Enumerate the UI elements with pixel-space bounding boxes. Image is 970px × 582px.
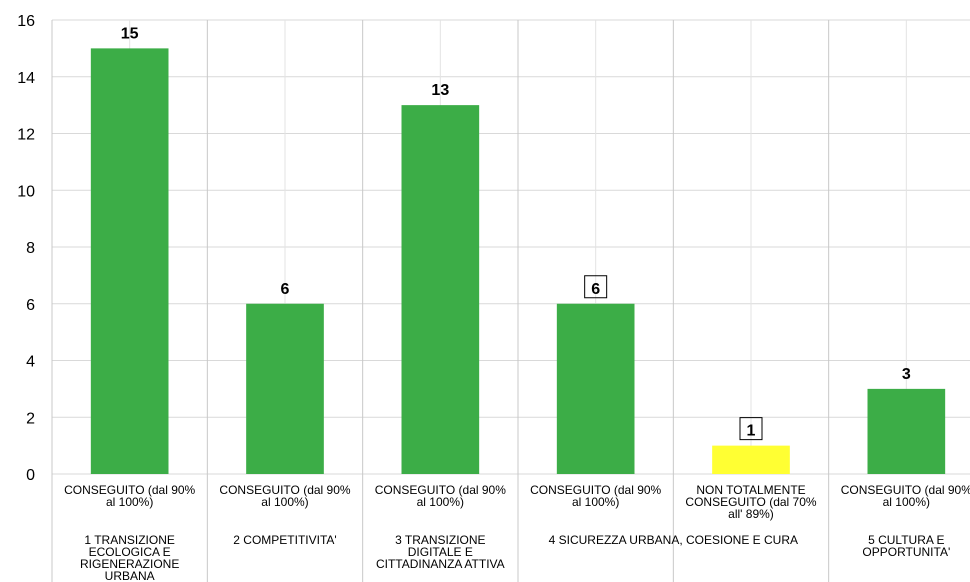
y-tick-label: 10 [17,183,35,200]
status-label: CONSEGUITO (dal 90% al 100%) [64,484,196,509]
y-tick-label: 4 [26,354,35,371]
group-label: 5 CULTURA E OPPORTUNITA' [862,534,951,559]
status-label: CONSEGUITO (dal 90% al 100%) [530,484,662,509]
bar [246,303,324,474]
data-label: 1 [747,423,756,440]
bar [401,105,480,474]
gridlines [52,19,970,475]
status-label: CONSEGUITO (dal 90% al 100%) [219,484,351,509]
y-tick-label: 8 [26,240,35,257]
data-label-box [584,275,608,299]
status-label: CONSEGUITO (dal 90% al 100%) [840,484,970,509]
data-label: 3 [902,366,911,383]
data-label: 6 [281,281,290,298]
y-tick-label: 14 [17,70,35,87]
group-label: 2 COMPETITIVITA' [233,534,337,547]
y-tick-label: 0 [26,467,35,484]
y-tick-label: 16 [17,13,35,30]
status-label: NON TOTALMENTE CONSEGUITO (dal 70% all' … [685,484,817,521]
y-axis: 0 2 4 6 8 10 12 14 16 [17,13,35,484]
data-label: 6 [591,281,600,298]
data-label: 15 [121,25,139,42]
bar [556,303,635,474]
status-label: CONSEGUITO (dal 90% al 100%) [374,484,506,509]
y-tick-label: 2 [26,410,35,427]
data-label-box [739,417,763,441]
bar [712,445,790,474]
group-label: 1 TRANSIZIONE ECOLOGICA E RIGENERAZIONE … [79,534,180,582]
data-label: 13 [431,82,449,99]
bar [867,388,946,474]
group-label: 3 TRANSIZIONE DIGITALE E CITTADINANZA AT… [375,534,505,571]
bar [90,48,169,474]
y-tick-label: 12 [17,127,35,144]
group-label: 4 SICUREZZA URBANA, COESIONE E CURA [548,534,799,547]
y-tick-label: 6 [26,297,35,314]
category-separators [51,20,830,582]
